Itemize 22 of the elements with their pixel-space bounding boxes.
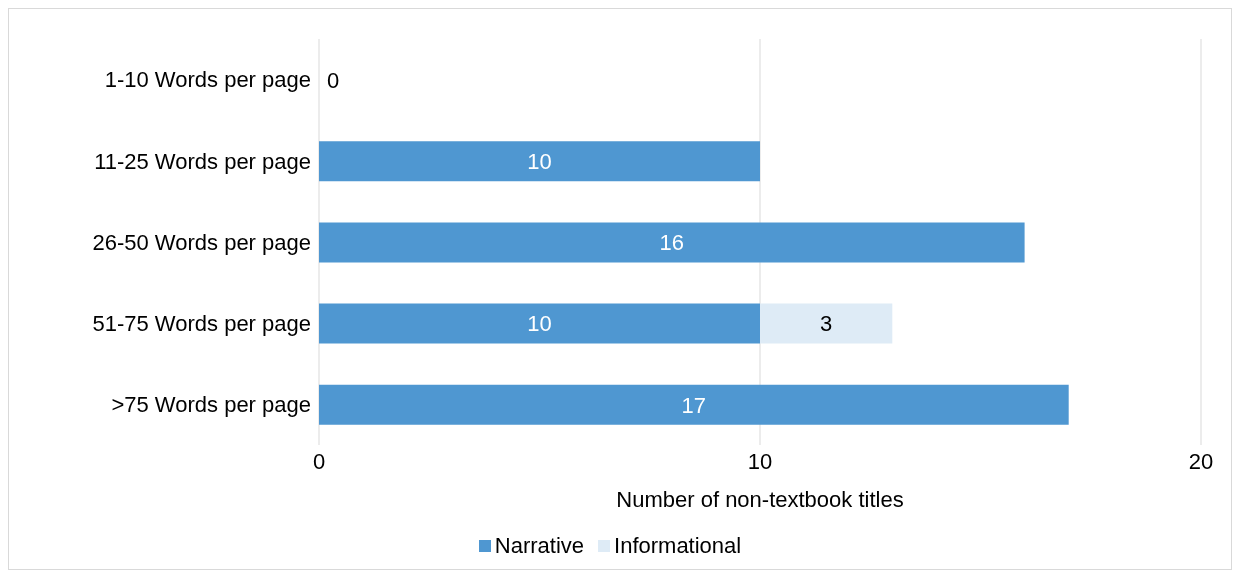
y-tick-label: >75 Words per page	[111, 392, 311, 418]
data-label: 3	[820, 311, 833, 337]
bar	[319, 141, 760, 182]
bar	[319, 384, 1069, 425]
data-label: 16	[659, 230, 685, 256]
y-tick-label: 51-75 Words per page	[92, 311, 311, 337]
bar	[319, 222, 1025, 263]
data-label: 10	[527, 148, 552, 174]
y-tick-label: 26-50 Words per page	[92, 229, 311, 255]
x-axis-title: Number of non-textbook titles	[616, 487, 904, 512]
y-tick-label: 11-25 Words per page	[94, 148, 311, 174]
data-label: 0	[326, 67, 340, 93]
x-tick-label: 0	[312, 448, 326, 474]
data-label: 17	[681, 392, 707, 418]
bar	[760, 303, 893, 344]
legend-label: Narrative	[493, 533, 585, 559]
x-tick-label: 20	[1188, 448, 1214, 474]
x-tick-label: 10	[747, 448, 773, 474]
y-tick-label: 1-10 Words per page	[104, 67, 311, 93]
data-label: 10	[527, 311, 552, 337]
legend-label: Informational	[613, 533, 742, 559]
bar	[319, 303, 760, 344]
